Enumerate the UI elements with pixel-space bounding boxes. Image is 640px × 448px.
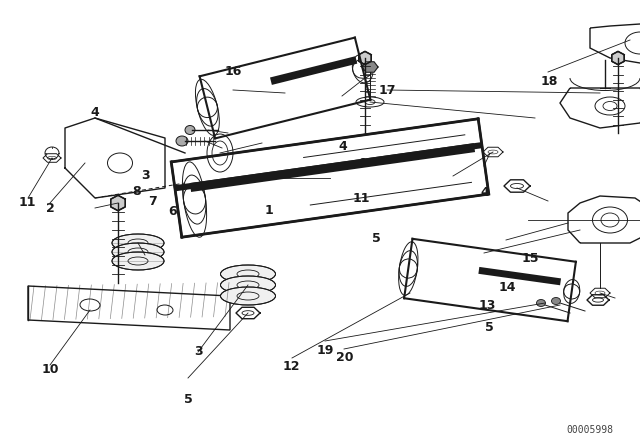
Text: 15: 15 bbox=[521, 252, 539, 266]
Text: 3: 3 bbox=[194, 345, 203, 358]
Ellipse shape bbox=[221, 265, 275, 283]
Ellipse shape bbox=[112, 234, 164, 252]
Text: 8: 8 bbox=[132, 185, 141, 198]
Text: 5: 5 bbox=[484, 320, 493, 334]
Ellipse shape bbox=[176, 136, 188, 146]
Text: 12: 12 bbox=[282, 360, 300, 373]
Text: 17: 17 bbox=[378, 84, 396, 97]
Ellipse shape bbox=[221, 276, 275, 294]
Ellipse shape bbox=[221, 287, 275, 305]
Text: 19: 19 bbox=[316, 344, 334, 357]
Polygon shape bbox=[362, 62, 378, 72]
Ellipse shape bbox=[552, 297, 561, 305]
Text: 13: 13 bbox=[479, 299, 497, 312]
Text: 9: 9 bbox=[358, 157, 367, 170]
Text: 1: 1 bbox=[264, 204, 273, 217]
Text: 4: 4 bbox=[90, 106, 99, 120]
Ellipse shape bbox=[185, 125, 195, 134]
Polygon shape bbox=[612, 52, 624, 65]
Text: 4: 4 bbox=[481, 186, 490, 199]
Ellipse shape bbox=[536, 300, 545, 306]
Text: 5: 5 bbox=[184, 393, 193, 406]
Text: 11: 11 bbox=[353, 191, 371, 205]
Text: 7: 7 bbox=[148, 195, 157, 208]
Text: 10: 10 bbox=[41, 363, 59, 376]
Text: 16: 16 bbox=[225, 65, 243, 78]
Text: 00005998: 00005998 bbox=[566, 425, 614, 435]
Text: 4: 4 bbox=[339, 140, 348, 154]
Text: 2: 2 bbox=[45, 202, 54, 215]
Text: 11: 11 bbox=[18, 196, 36, 209]
Polygon shape bbox=[359, 52, 371, 65]
Polygon shape bbox=[111, 195, 125, 211]
Text: 14: 14 bbox=[499, 281, 516, 294]
Text: 3: 3 bbox=[141, 169, 150, 182]
Ellipse shape bbox=[112, 243, 164, 261]
Text: 6: 6 bbox=[168, 205, 177, 218]
Text: 18: 18 bbox=[540, 75, 558, 88]
Ellipse shape bbox=[112, 252, 164, 270]
Text: 20: 20 bbox=[335, 351, 353, 364]
Text: 5: 5 bbox=[372, 232, 381, 245]
